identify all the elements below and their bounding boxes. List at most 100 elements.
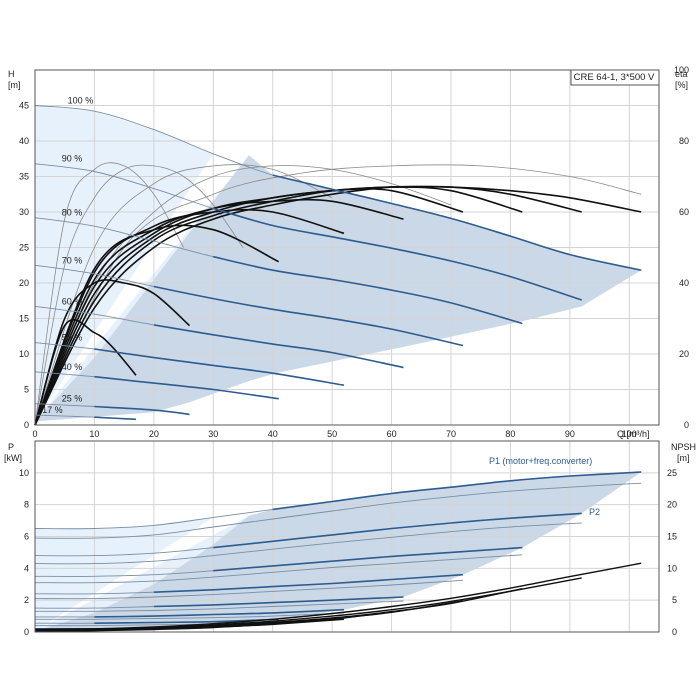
head-curve-label: 40 %: [62, 362, 83, 372]
y-tick-label-h: 40: [19, 136, 29, 146]
head-line-range: [94, 375, 279, 400]
head-curve-label: 90 %: [62, 154, 83, 164]
power-p2-line: [34, 482, 642, 539]
power-npsh-chart: 0 2 4 6 8 10 0 5 10 15 20 25 P[kW] NPSH[m] P1 (motor+f…: [4, 440, 696, 637]
y-tick-label-h: 25: [19, 243, 29, 253]
y-tick-label-eta: 0: [684, 420, 689, 430]
upper-light-zone: [35, 105, 249, 422]
x-tick-label-q: 100: [622, 429, 637, 439]
reference-eta-line: [34, 162, 184, 426]
x-tick-label-q: 30: [208, 429, 218, 439]
y-tick-label-eta: 80: [679, 136, 689, 146]
y-tick-label-eta: 100: [674, 65, 689, 75]
y-tick-label-eta: 20: [679, 349, 689, 359]
head-line-range: [153, 324, 404, 369]
y-axis-unit-npsh: [m]: [677, 453, 690, 463]
annotation-p1: P1 (motor+freq.converter): [489, 456, 592, 466]
y-tick-label-h: 20: [19, 278, 29, 288]
efficiency-line: [34, 208, 345, 426]
power-p2-line: [34, 579, 463, 600]
x-tick-label-q: 90: [565, 429, 575, 439]
y-axis-unit-p: [kW]: [4, 453, 22, 463]
x-tick-label-q: 70: [446, 429, 456, 439]
y-tick-label-p: 0: [24, 627, 29, 637]
efficiency-line: [34, 198, 404, 426]
head-line-range: [94, 416, 137, 421]
power-p1-line-range: [153, 596, 404, 608]
y-axis-unit-eta: [%]: [675, 80, 688, 90]
y-tick-label-h: 35: [19, 172, 29, 182]
power-p1-line-range: [213, 546, 523, 572]
head-curve-label: 70 %: [62, 255, 83, 265]
efficiency-line: [34, 185, 642, 426]
head-curve-label: 50 %: [62, 333, 83, 343]
y-tick-label-npsh: 0: [672, 627, 677, 637]
head-curve-label: 25 %: [62, 394, 83, 404]
y-tick-label-h: 30: [19, 207, 29, 217]
y-tick-label-npsh: 10: [667, 563, 677, 573]
power-p1-line-range: [94, 608, 345, 618]
lower-light-zone: [35, 515, 249, 632]
y-axis-unit-h: [m]: [8, 80, 21, 90]
upper-frame: [34, 69, 660, 426]
y-tick-label-h: 15: [19, 314, 29, 324]
x-tick-label-q: 50: [327, 429, 337, 439]
y-tick-label-eta: 60: [679, 207, 689, 217]
head-curve-label: 60 %: [62, 296, 83, 306]
annotation-p2: P2: [589, 507, 600, 517]
y-tick-label-h: 0: [24, 420, 29, 430]
reference-eta-line: [34, 164, 244, 426]
lower-frame: [34, 440, 660, 633]
y-axis-label-npsh: NPSH: [671, 442, 696, 452]
head-line-range: [153, 285, 464, 347]
x-axis-label-q: Q [m³/h]: [617, 429, 650, 439]
x-tick-label-q: 40: [268, 429, 278, 439]
y-tick-label-npsh: 15: [667, 532, 677, 542]
upper-operating-range: [35, 155, 642, 422]
y-tick-label-p: 2: [24, 595, 29, 605]
power-p2-line: [34, 612, 345, 620]
head-line-range: [94, 348, 345, 386]
power-p2-line: [34, 600, 404, 612]
y-axis-label-eta: eta: [675, 69, 688, 79]
power-p2-line: [34, 522, 582, 565]
npsh-line: [34, 623, 279, 633]
x-tick-label-q: 10: [89, 429, 99, 439]
y-tick-label-p: 4: [24, 563, 29, 573]
y-tick-label-p: 6: [24, 532, 29, 542]
head-efficiency-chart: 100 % 90 % 80 % 70 % 60 % 50 % 40 % 25 %17 % 0 5 1…: [8, 65, 689, 439]
y-tick-label-p: 8: [24, 500, 29, 510]
title-box: [570, 69, 660, 86]
y-tick-label-p: 10: [19, 468, 29, 478]
y-axis-label-p: P: [8, 442, 14, 452]
x-tick-label-q: 60: [387, 429, 397, 439]
y-tick-label-npsh: 5: [672, 595, 677, 605]
head-line-range: [272, 174, 642, 271]
power-p1-line-range: [272, 471, 642, 511]
head-curve-label: 17 %: [42, 405, 63, 415]
power-p2-line: [34, 554, 523, 584]
y-axis-label-h: H: [8, 69, 15, 79]
power-p1-line-range: [153, 573, 463, 593]
reference-eta-line: [34, 164, 333, 426]
efficiency-line: [34, 185, 582, 426]
x-tick-label-q: 80: [505, 429, 515, 439]
head-line-range: [213, 207, 582, 301]
y-tick-label-npsh: 20: [667, 500, 677, 510]
head-line-range: [94, 405, 190, 416]
y-tick-label-h: 5: [24, 385, 29, 395]
y-tick-label-h: 45: [19, 101, 29, 111]
y-tick-label-h: 10: [19, 349, 29, 359]
chart-title-box-text: CRE 64-1, 3*500 V: [574, 72, 655, 83]
y-tick-label-npsh: 25: [667, 468, 677, 478]
x-tick-label-q: 20: [149, 429, 159, 439]
x-tick-label-q: 0: [32, 429, 37, 439]
efficiency-line: [34, 279, 191, 426]
efficiency-line: [34, 224, 280, 426]
head-curve-label: 100 %: [68, 96, 94, 106]
head-line-range: [213, 255, 523, 325]
reference-eta-line: [34, 165, 452, 426]
head-curve-label: 80 %: [62, 208, 83, 218]
y-tick-label-eta: 40: [679, 278, 689, 288]
